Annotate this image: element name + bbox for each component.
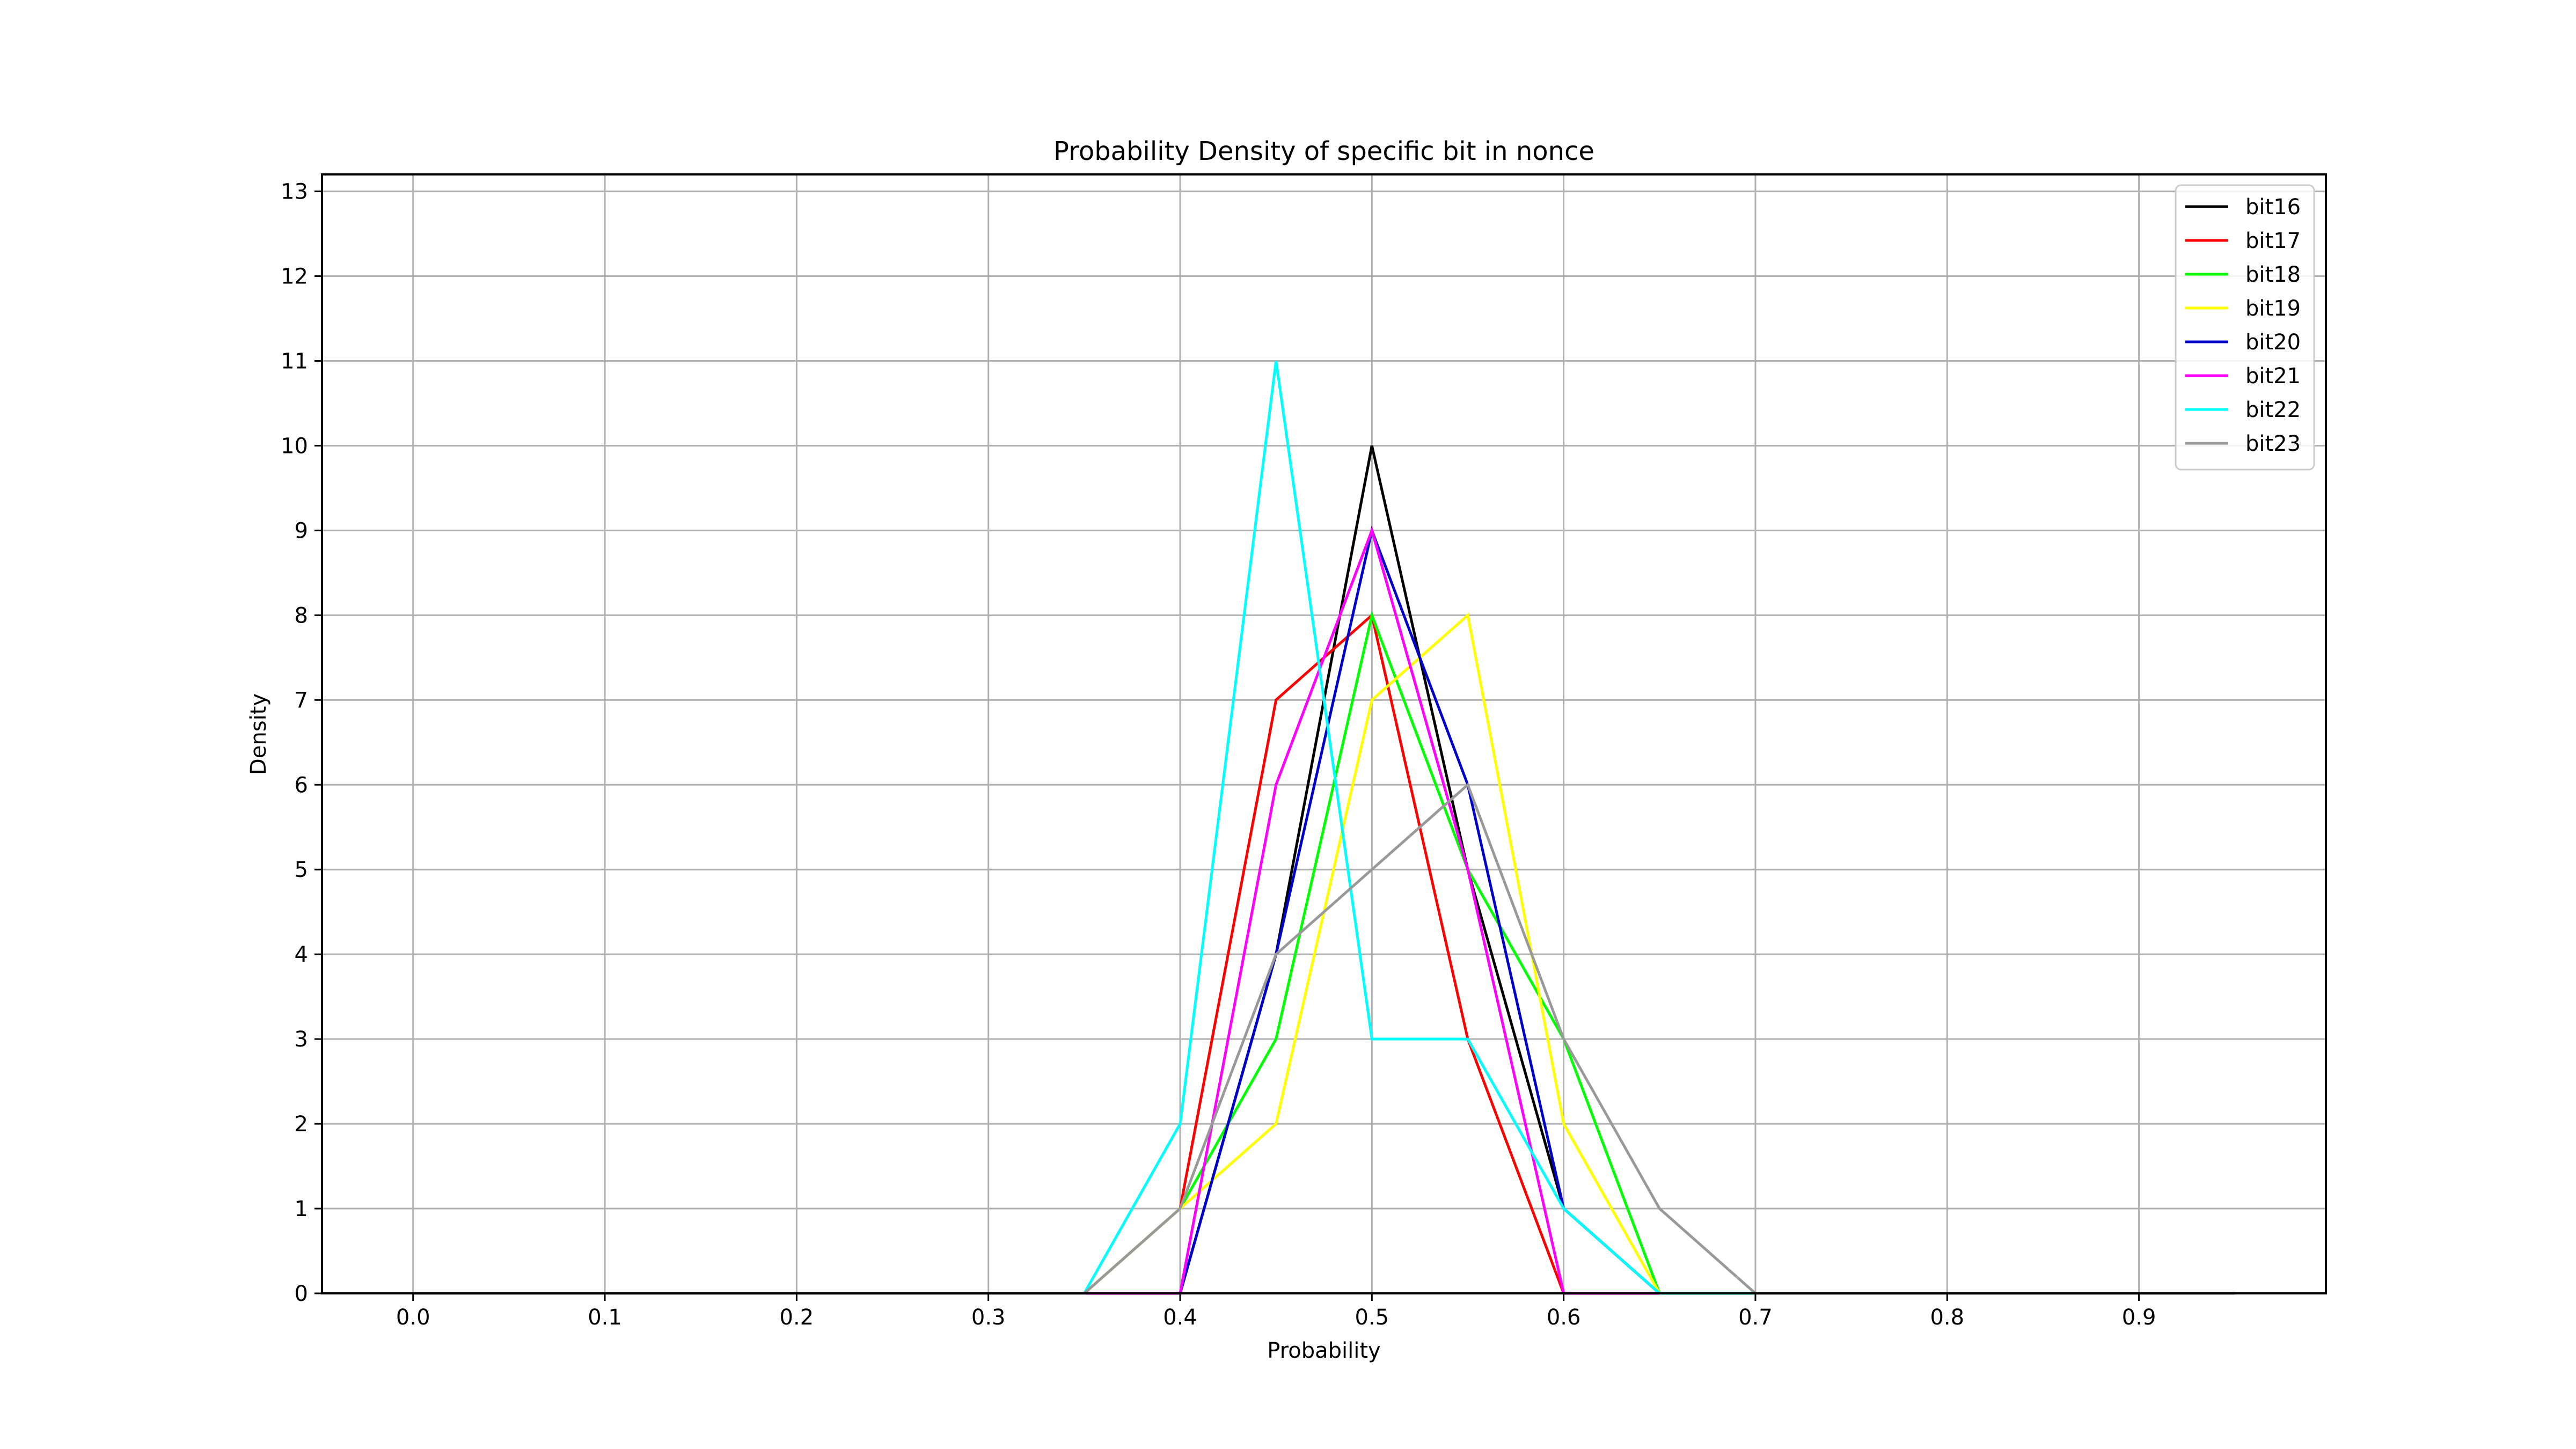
x-axis: 0.0 0.1 0.2 0.3 0.4 0.5 0.6 0.7 0.8 0.9 [396,1293,2156,1330]
plot-frame [321,173,2327,1294]
x-tick-label: 0.2 [780,1305,814,1330]
x-tick-label: 0.4 [1163,1305,1197,1330]
y-tick-label: 5 [295,858,308,882]
x-tick-label: 0.3 [971,1305,1006,1330]
y-axis-title: Density [246,693,271,775]
x-tick-label: 0.1 [588,1305,622,1330]
y-tick-label: 0 [295,1282,308,1306]
y-tick-label: 11 [281,349,308,374]
x-tick-label: 0.8 [1930,1305,1964,1330]
x-tick-label: 0.7 [1738,1305,1773,1330]
y-tick-label: 7 [295,688,308,713]
x-tick-label: 0.0 [396,1305,430,1330]
legend: bit16 bit17 bit18 bit19 bit20 bit21 bit22 bit23 [2175,184,2315,471]
legend-box [2175,184,2315,471]
legend-label: bit23 [2245,431,2301,456]
x-axis-title: Probability [1267,1338,1380,1363]
y-tick-label: 10 [281,434,308,458]
chart-title: Probability Density of specific bit in n… [1053,136,1594,166]
y-tick-label: 8 [295,603,308,628]
y-tick-label: 12 [281,265,308,289]
x-tick-label: 0.9 [2122,1305,2156,1330]
x-tick-label: 0.5 [1355,1305,1389,1330]
x-tick-label: 0.6 [1547,1305,1581,1330]
y-tick-label: 4 [295,942,308,967]
legend-label: bit20 [2245,330,2301,355]
legend-label: bit22 [2245,398,2301,422]
legend-label: bit19 [2245,296,2301,321]
y-tick-label: 6 [295,773,308,797]
y-tick-label: 1 [295,1197,308,1221]
y-tick-label: 3 [295,1027,308,1052]
legend-label: bit17 [2245,229,2301,253]
y-tick-label: 2 [295,1112,308,1137]
legend-label: bit21 [2245,364,2301,389]
legend-label: bit16 [2245,195,2301,219]
y-tick-label: 13 [281,180,308,204]
y-tick-label: 9 [295,518,308,543]
legend-label: bit18 [2245,262,2301,287]
